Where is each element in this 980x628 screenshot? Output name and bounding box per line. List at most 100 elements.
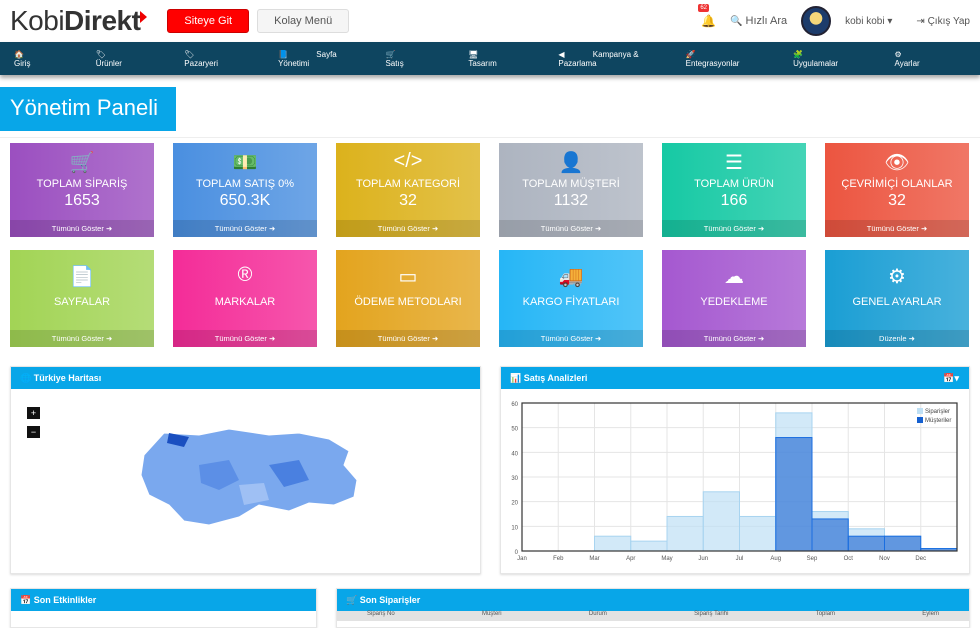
y-tick-label: 0 <box>515 550 519 556</box>
bar-Müşteriler[interactable] <box>775 437 813 552</box>
card-value: 1132 <box>553 192 589 209</box>
logout-icon: ⇥ <box>916 15 925 27</box>
x-tick-label: Mar <box>589 556 599 562</box>
caret-down-icon: ▾ <box>887 15 893 27</box>
quick-search-button[interactable]: 🔍 Hızlı Ara <box>730 15 787 27</box>
card-icon: ⚙ <box>888 266 906 288</box>
zoom-out-button[interactable]: − <box>27 426 40 438</box>
card-icon: </> <box>393 150 423 172</box>
stat-card[interactable]: 🛒 TOPLAM SİPARİŞ 1653 Tümünü Göster ➜ <box>10 143 154 237</box>
column-header[interactable]: Sipariş Tarihi <box>694 611 729 617</box>
nav-item[interactable]: 🚀 Entegrasyonlar <box>686 50 768 68</box>
card-footer-link[interactable]: Tümünü Göster ➜ <box>499 330 643 347</box>
bar-Müşteriler[interactable] <box>847 535 885 552</box>
bar-Siparişler[interactable] <box>702 491 740 552</box>
column-header[interactable]: Durum <box>588 611 607 617</box>
orders-panel-title: Son Siparişler <box>359 595 421 605</box>
nav-item[interactable]: 🏠 Giriş <box>14 50 70 68</box>
main-nav: 🏠 Giriş 🏷 Ürünler 🏷 Pazaryeri 📘 Sayfa Yönet… <box>0 42 980 75</box>
y-tick-label: 30 <box>511 476 518 482</box>
bar-Müşteriler[interactable] <box>811 518 849 552</box>
stat-card[interactable]: 📄 SAYFALAR Tümünü Göster ➜ <box>10 250 154 347</box>
nav-icon: ◀ <box>558 49 565 59</box>
column-header[interactable]: Eylem <box>922 611 939 617</box>
nav-label: Giriş <box>14 58 31 68</box>
card-footer-link[interactable]: Tümünü Göster ➜ <box>10 330 154 347</box>
column-header[interactable]: Müşteri <box>481 611 502 617</box>
x-tick-label: Jun <box>698 556 708 562</box>
bar-Siparişler[interactable] <box>739 515 777 552</box>
logo-text-bold: Direkt <box>64 5 141 36</box>
stat-card[interactable]: </> TOPLAM KATEGORİ 32 Tümünü Göster ➜ <box>336 143 480 237</box>
logout-button[interactable]: ⇥ Çıkış Yap <box>916 16 970 27</box>
nav-item[interactable]: 🏷 Pazaryeri <box>184 50 252 68</box>
activities-panel-title: Son Etkinlikler <box>33 595 97 605</box>
notification-badge: 62 <box>698 4 710 12</box>
nav-item[interactable]: 🧩 Uygulamalar <box>793 50 868 68</box>
card-footer-link[interactable]: Tümünü Göster ➜ <box>10 220 154 237</box>
card-icon: 🚚 <box>558 266 584 288</box>
user-menu[interactable]: kobi kobi ▾ <box>845 16 892 27</box>
stat-card[interactable]: 💵 TOPLAM SATIŞ 0% 650.3K Tümünü Göster ➜ <box>173 143 317 237</box>
stat-card[interactable]: 🚚 KARGO FİYATLARI Tümünü Göster ➜ <box>499 250 643 347</box>
turkey-map[interactable] <box>139 425 379 535</box>
stat-card[interactable]: ® MARKALAR Tümünü Göster ➜ <box>173 250 317 347</box>
quick-search-label: Hızlı Ara <box>745 15 788 27</box>
nav-label: Sayfa Yönetimi <box>278 49 337 68</box>
bar-Siparişler[interactable] <box>594 535 632 552</box>
nav-item[interactable]: 🛒 Satış <box>385 50 442 68</box>
stat-card[interactable]: ☰ TOPLAM ÜRÜN 166 Tümünü Göster ➜ <box>662 143 806 237</box>
card-footer-link[interactable]: Tümünü Göster ➜ <box>662 220 806 237</box>
card-icon: 💵 <box>232 152 258 174</box>
x-tick-label: Nov <box>879 556 890 562</box>
stat-card[interactable]: 👤 TOPLAM MÜŞTERİ 1132 Tümünü Göster ➜ <box>499 143 643 237</box>
card-footer-link[interactable]: Tümünü Göster ➜ <box>173 330 317 347</box>
cart-icon: 🛒 <box>346 595 358 605</box>
bar-Siparişler[interactable] <box>630 540 668 552</box>
avatar[interactable] <box>801 6 832 36</box>
nav-item[interactable]: 📘 Sayfa Yönetimi <box>278 50 359 68</box>
stat-card[interactable]: 👁 ÇEVRİMİÇİ OLANLAR 32 Tümünü Göster ➜ <box>825 143 969 237</box>
nav-item[interactable]: ⚙ Ayarlar <box>895 50 955 68</box>
x-tick-label: Dec <box>915 556 926 562</box>
nav-icon: 🧩 <box>793 49 804 59</box>
calendar-dropdown-icon[interactable]: 📅▾ <box>943 373 959 383</box>
page-title: Yönetim Paneli <box>0 87 176 131</box>
logo[interactable]: KobiDirekt <box>10 5 148 37</box>
site-button[interactable]: Siteye Git <box>167 9 250 33</box>
easy-menu-button[interactable]: Kolay Menü <box>257 9 350 33</box>
card-footer-link[interactable]: Tümünü Göster ➜ <box>336 220 480 237</box>
card-footer-link[interactable]: Düzenle ➜ <box>825 330 969 347</box>
legend-label: Siparişler <box>925 409 950 415</box>
card-footer-link[interactable]: Tümünü Göster ➜ <box>499 220 643 237</box>
stat-card[interactable]: ▭ ÖDEME METODLARI Tümünü Göster ➜ <box>336 250 480 347</box>
card-footer-link[interactable]: Tümünü Göster ➜ <box>336 330 480 347</box>
stat-card[interactable]: ⚙ GENEL AYARLAR Düzenle ➜ <box>825 250 969 347</box>
notifications-button[interactable]: 🔔 62 <box>698 4 716 28</box>
column-header[interactable]: Sipariş No <box>367 611 395 617</box>
bar-Müşteriler[interactable] <box>884 535 922 552</box>
nav-icon: ⚙ <box>894 49 902 59</box>
card-icon: ▭ <box>398 266 418 288</box>
y-tick-label: 40 <box>511 451 518 457</box>
card-footer-link[interactable]: Tümünü Göster ➜ <box>825 220 969 237</box>
nav-item[interactable]: 🖥 Tasarım <box>468 50 532 68</box>
card-label: ÇEVRİMİÇİ OLANLAR <box>841 178 953 190</box>
stat-card[interactable]: ☁ YEDEKLEME Tümünü Göster ➜ <box>662 250 806 347</box>
nav-label: Ürünler <box>95 58 122 68</box>
card-footer-link[interactable]: Tümünü Göster ➜ <box>662 330 806 347</box>
nav-item[interactable]: 🏷 Ürünler <box>96 50 159 68</box>
bar-Siparişler[interactable] <box>666 515 704 552</box>
card-icon: ® <box>237 264 253 286</box>
nav-label: Ayarlar <box>894 58 920 68</box>
nav-icon: 🏷 <box>95 49 106 59</box>
zoom-in-button[interactable]: + <box>27 407 40 419</box>
card-footer-link[interactable]: Tümünü Göster ➜ <box>173 220 317 237</box>
y-tick-label: 10 <box>511 525 518 531</box>
plot-frame <box>521 402 958 552</box>
card-label: TOPLAM ÜRÜN <box>694 178 774 190</box>
nav-item[interactable]: ◀ Kampanya & Pazarlama <box>558 50 659 68</box>
y-tick-label: 20 <box>511 501 518 507</box>
activities-panel: 📅 Son Etkinlikler <box>10 588 317 628</box>
column-header[interactable]: Toplam <box>815 611 836 617</box>
